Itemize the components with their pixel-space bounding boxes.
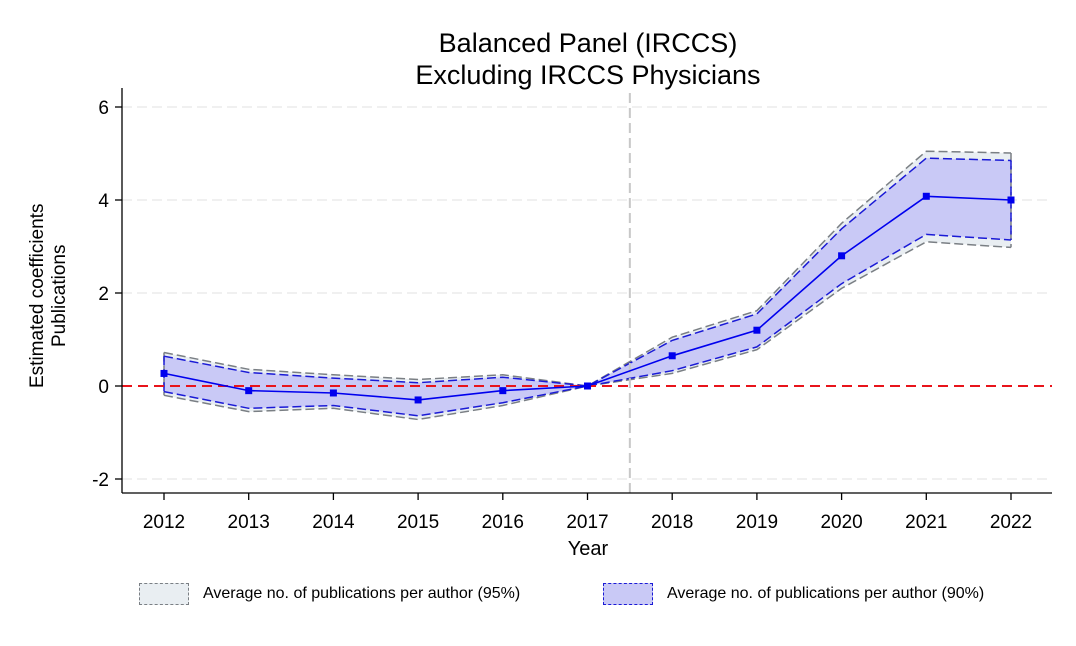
legend-swatch-90 — [603, 583, 653, 605]
legend-label-90: Average no. of publications per author (… — [667, 585, 985, 602]
y-axis-label-line-2: Publications — [49, 244, 70, 348]
x-tick-label: 2016 — [482, 512, 524, 533]
estimate-point-2017 — [584, 382, 591, 390]
estimate-point-2012 — [160, 369, 168, 377]
legend-swatch-95 — [139, 583, 189, 605]
estimate-point-2019 — [753, 326, 761, 334]
y-tick-label: 2 — [98, 284, 109, 305]
y-tick-label: 6 — [98, 98, 109, 119]
y-tick-label: 0 — [98, 377, 109, 398]
x-tick-label: 2015 — [397, 512, 439, 533]
x-tick-label: 2018 — [651, 512, 693, 533]
band-upper-edge-90 — [163, 157, 1012, 387]
estimate-point-2013 — [245, 387, 253, 395]
chart-title-line-1: Balanced Panel (IRCCS) — [438, 28, 738, 58]
x-tick-label: 2019 — [736, 512, 778, 533]
estimate-point-2015 — [414, 396, 422, 404]
x-tick-label: 2013 — [228, 512, 270, 533]
estimate-point-2014 — [329, 389, 337, 397]
x-tick-label: 2012 — [143, 512, 185, 533]
y-tick-label: 4 — [98, 191, 109, 212]
legend-item-95: Average no. of publications per author (… — [139, 581, 520, 607]
estimate-point-2016 — [499, 387, 507, 395]
estimate-point-2021 — [922, 192, 930, 200]
legend-label-95: Average no. of publications per author (… — [203, 585, 521, 602]
y-tick-label: -2 — [92, 470, 109, 491]
estimate-point-2022 — [1007, 196, 1015, 204]
legend-item-90: Average no. of publications per author (… — [603, 581, 984, 607]
chart-title-line-2: Excluding IRCCS Physicians — [415, 60, 761, 90]
band-fill-90 — [164, 158, 1011, 416]
x-tick-label: 2020 — [820, 512, 862, 533]
estimate-line — [163, 195, 1012, 401]
band-upper-edge-95 — [163, 150, 1012, 387]
x-tick-label: 2022 — [990, 512, 1032, 533]
y-axis-label-line-1: Estimated coefficients — [27, 203, 48, 389]
x-tick-label: 2017 — [566, 512, 608, 533]
x-axis-label: Year — [567, 538, 609, 560]
x-tick-label: 2021 — [905, 512, 947, 533]
estimate-point-2020 — [838, 252, 846, 260]
estimate-point-2018 — [668, 352, 676, 360]
x-tick-label: 2014 — [312, 512, 355, 533]
